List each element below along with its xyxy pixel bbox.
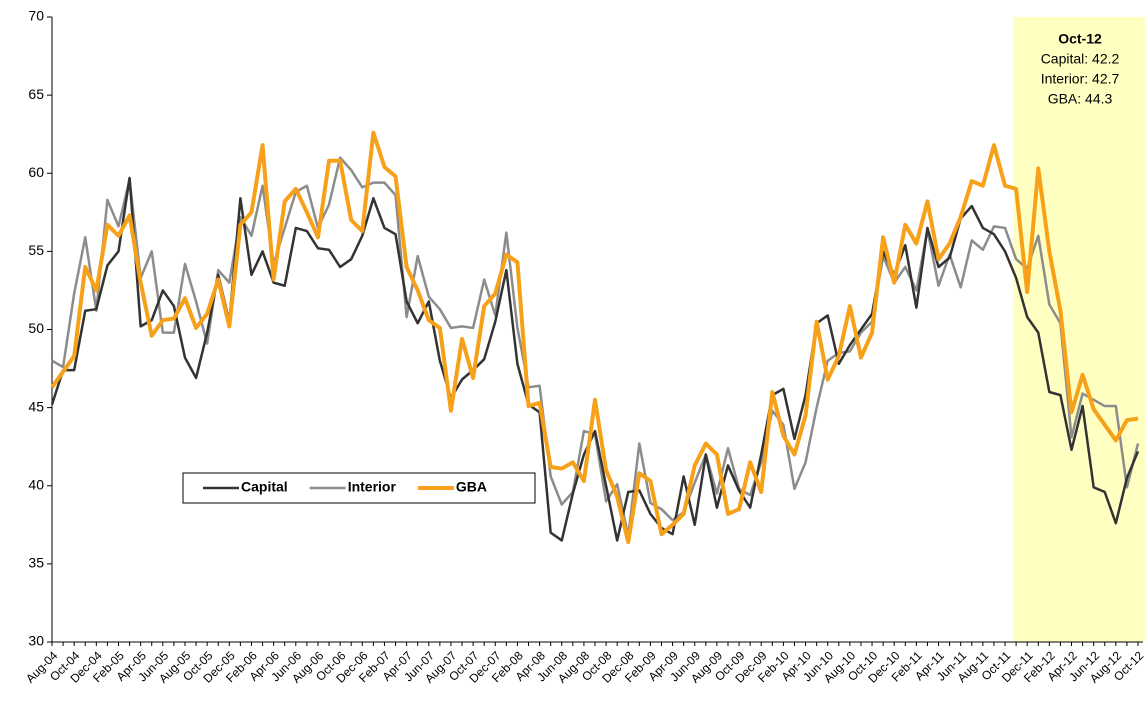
y-tick-label: 30 bbox=[28, 633, 44, 649]
y-tick-label: 55 bbox=[28, 242, 44, 258]
series-line bbox=[50, 130, 1139, 544]
legend-label: GBA bbox=[456, 479, 487, 495]
annotation-line: GBA: 44.3 bbox=[1048, 91, 1113, 107]
legend-label: Interior bbox=[348, 479, 397, 495]
annotation-title: Oct-12 bbox=[1058, 31, 1102, 47]
annotation-line: Interior: 42.7 bbox=[1041, 71, 1120, 87]
legend-label: Capital bbox=[241, 479, 288, 495]
annotation-line: Capital: 42.2 bbox=[1041, 51, 1120, 67]
y-tick-label: 45 bbox=[28, 398, 44, 414]
y-tick-label: 35 bbox=[28, 555, 44, 571]
y-tick-label: 65 bbox=[28, 86, 44, 102]
highlight-region bbox=[1013, 17, 1146, 642]
y-tick-label: 60 bbox=[28, 164, 44, 180]
y-tick-label: 40 bbox=[28, 476, 44, 492]
legend-box bbox=[182, 472, 536, 504]
y-tick-label: 70 bbox=[28, 8, 44, 24]
y-tick-label: 50 bbox=[28, 320, 44, 336]
